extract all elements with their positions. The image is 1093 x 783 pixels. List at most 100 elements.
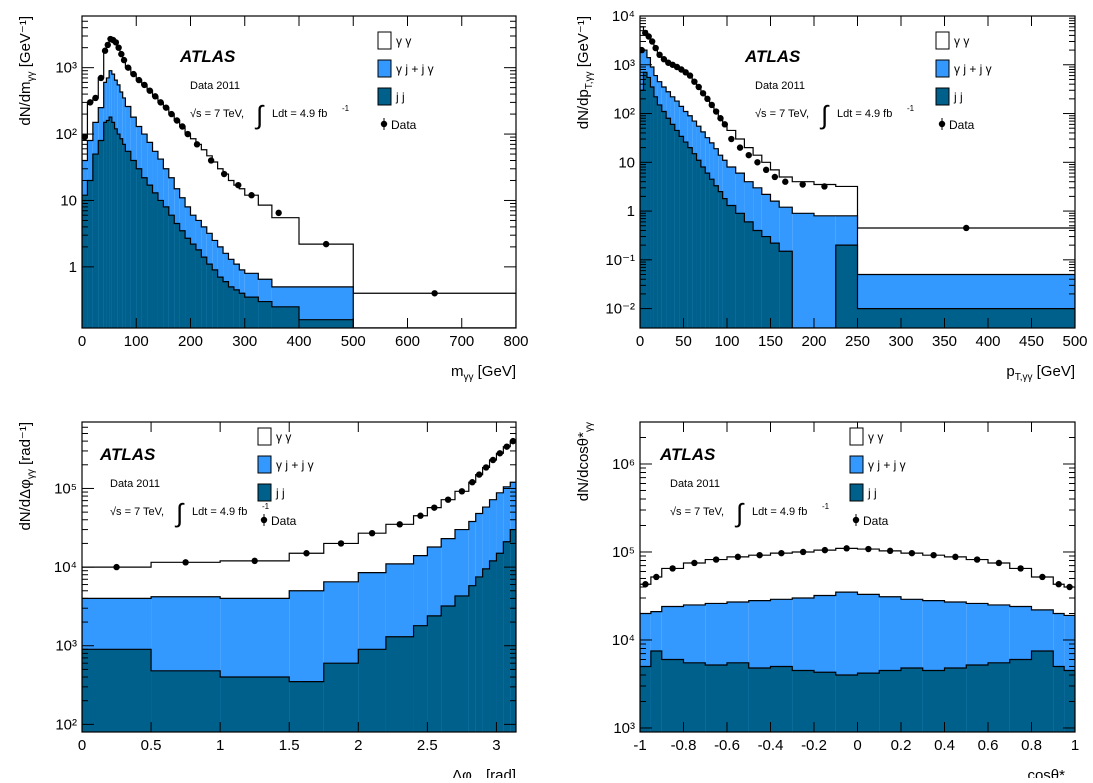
legend: γ γ γ j + j γ j j Data [849,427,906,528]
integral-symbol: ∫ [254,100,265,130]
legend-label-jj: j j [953,90,963,104]
bar-jj [147,185,153,328]
bar-jj [489,560,497,732]
bar-jj [857,308,1075,328]
atlas-label: ATLAS [659,445,716,464]
bar-jj [650,650,662,732]
data-point [734,553,742,561]
atlas-label-block: ATLAS Data 2011 √s = 7 TeV, ∫ Ldt = 4.9 fb -1 [744,47,915,130]
data-point [182,559,189,566]
x-tick-label: 0.5 [141,737,162,754]
bar-jj [674,130,680,328]
x-axis-label: Δφγγ [rad] [452,767,516,778]
data-point [653,573,660,581]
bar-jj [271,306,299,328]
x-tick-label: 0.8 [1021,737,1042,754]
data-point [248,192,255,199]
y-tick-label: 10² [55,126,77,143]
lumi-exponent: -1 [342,104,350,113]
legend-label-gg: γ γ [954,34,969,48]
bar-jj [109,117,112,328]
bar-gj [792,213,814,328]
bar-jj [190,244,196,328]
bar-jj [779,251,793,328]
y-tick-label: 10³ [55,638,77,655]
x-tick-label: 700 [449,333,474,350]
y-tick-label: 10⁴ [54,559,77,576]
data-point [708,101,715,109]
plot-area [640,26,1075,328]
legend-label-jj: j j [275,486,285,500]
bar-gj [814,215,836,328]
data-year-label: Data 2011 [755,80,805,92]
legend-label-jj: j j [395,90,405,104]
x-tick-label: 400 [975,333,1000,350]
data-point [489,456,497,464]
bar-jj [879,670,901,732]
bar-jj [141,177,148,328]
data-point [120,56,128,64]
x-tick-label: 50 [675,333,692,350]
bar-jj [718,191,723,328]
lumi-label: Ldt = 4.9 fb [837,108,892,120]
data-year-label: Data 2011 [190,80,240,92]
data-point [86,99,94,106]
x-tick-label: 200 [801,333,826,350]
legend-swatch-jj [257,483,272,502]
data-point [799,181,806,188]
data-point [469,479,476,486]
bar-jj [413,625,428,732]
bar-jj [646,77,651,328]
y-axis: 10⁻² 10⁻¹ 1 10 10² 10³ 10⁴ [605,8,1075,318]
bar-gg [233,185,240,328]
bar-jj [195,249,202,328]
data-point [303,550,310,557]
series-jj [82,116,516,328]
bar-jj [228,286,234,328]
integral-symbol: ∫ [174,498,185,528]
x-tick-label: -0.2 [801,737,827,754]
legend-swatch-gg [935,31,950,50]
series-jj [640,71,1075,328]
bar-jj [661,659,684,732]
series-jj [82,528,516,732]
data-point [1017,565,1024,572]
legend-label-data: Data [949,118,975,132]
x-tick-label: 800 [503,333,528,350]
outline-jj [640,71,1075,328]
bar-jj [122,144,126,328]
data-point [179,123,186,130]
bar-jj [661,111,667,328]
series-data [113,437,516,571]
data-point [368,529,376,537]
energy-label: √s = 7 TeV, [670,506,724,518]
legend-swatch-gg [849,427,864,446]
bar-jj [666,118,671,328]
bar-jj [640,90,644,328]
x-tick-label: 1.5 [279,737,300,754]
bar-jj [713,185,719,328]
bar-jj [441,606,455,732]
energy-label: √s = 7 TeV, [110,506,164,518]
chart-panel-2: 0 50 100 150 200 250 300 350 400 450 50010⁻²10⁻¹11… [575,8,1088,383]
bar-jj [700,167,706,328]
atlas-label: ATLAS [744,47,801,66]
x-axis-label: mγγ [GeV] [451,363,516,383]
legend-label-data: Data [391,118,417,132]
outline-jj [640,650,1075,732]
data-point [656,51,663,59]
x-tick-label: -1 [633,737,646,754]
plot-frame [81,421,517,733]
data-point [771,173,779,181]
data-point [503,443,510,450]
bar-jj [761,236,771,328]
bar-jj [468,585,476,732]
y-tick-label: 10³ [613,720,635,737]
y-axis-label: dN/dmγγ [GeV⁻¹] [17,16,37,126]
bar-jj [679,136,684,328]
outline-gj [640,591,1075,732]
x-tick-label: 0.2 [891,737,912,754]
bar-jj [299,319,354,328]
data-point [496,450,504,457]
legend: γ γ γ j + j γ j j Data [935,31,992,132]
